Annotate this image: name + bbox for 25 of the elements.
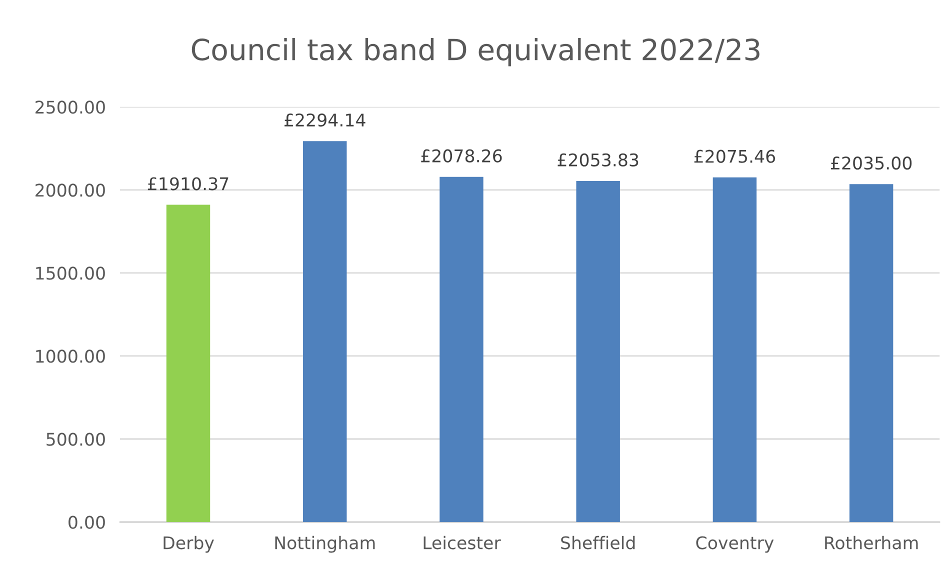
bar bbox=[712, 177, 757, 522]
data-label: £2078.26 bbox=[421, 149, 502, 162]
data-label: £2035.00 bbox=[830, 156, 912, 170]
x-tick-label: Rotherham bbox=[825, 536, 918, 550]
x-tick-label: Coventry bbox=[696, 536, 774, 553]
y-tick-label: 1500.00 bbox=[36, 266, 105, 280]
y-tick-label: 2000.00 bbox=[36, 184, 105, 197]
y-tick-label: 1000.00 bbox=[36, 350, 105, 363]
data-label: £1910.37 bbox=[148, 177, 228, 190]
bar bbox=[576, 180, 620, 522]
bar bbox=[166, 204, 210, 522]
x-tick-label: Leicester bbox=[424, 536, 501, 550]
y-tick-label: 2500.00 bbox=[36, 100, 105, 114]
data-label: £2075.46 bbox=[694, 150, 776, 163]
x-tick-label: Derby bbox=[164, 536, 214, 553]
data-label: £2053.83 bbox=[558, 153, 638, 166]
chart-title: Council tax band D equivalent 2022/23 bbox=[192, 38, 760, 66]
x-tick-label: Nottingham bbox=[275, 536, 375, 553]
bar bbox=[303, 141, 347, 522]
x-tick-label: Sheffield bbox=[561, 536, 635, 550]
bar bbox=[440, 176, 484, 522]
bar bbox=[849, 184, 894, 522]
data-label: £2294.14 bbox=[284, 113, 366, 127]
y-tick-label: 0.00 bbox=[68, 516, 105, 529]
y-tick-label: 500.00 bbox=[46, 432, 105, 446]
